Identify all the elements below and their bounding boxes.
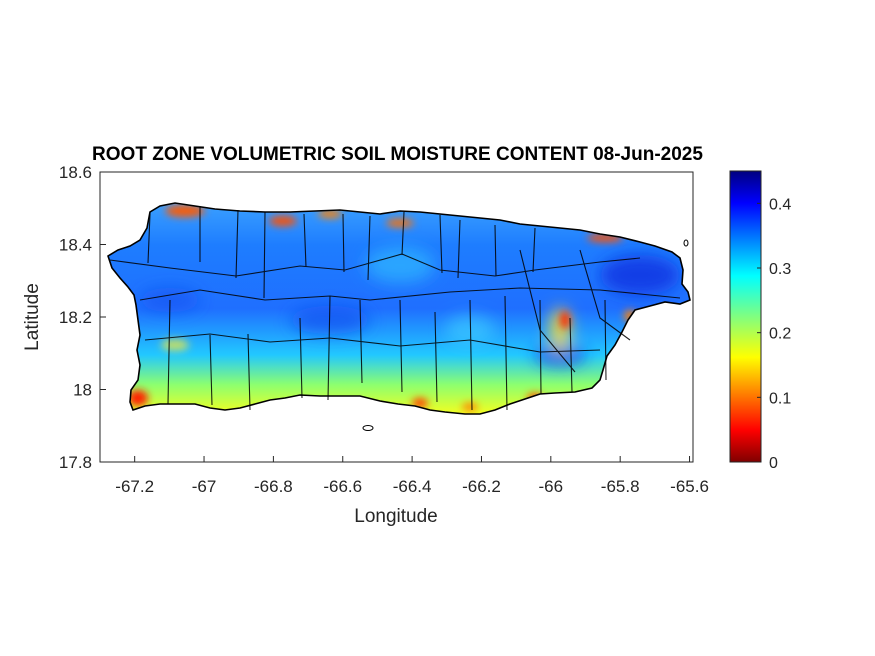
colorbar-tick-label: 0.1 [769, 390, 791, 407]
colorbar-tick-label: 0.3 [769, 261, 791, 278]
x-axis: -67.2 -67 -66.8 -66.6 -66.4 -66.2 -66 -65.8 -65.… [115, 456, 709, 496]
x-tick-label: -65.8 [601, 477, 640, 496]
colorbar-tick-label: 0.4 [769, 196, 791, 213]
y-tick-label: 18.6 [59, 163, 92, 182]
x-axis-label: Longitude [354, 506, 437, 527]
x-tick-label: -66.8 [254, 477, 293, 496]
culebra-islet [683, 239, 689, 247]
y-axis-label: Latitude [22, 283, 43, 351]
y-tick-label: 17.8 [59, 453, 92, 472]
x-tick-label: -66.2 [462, 477, 501, 496]
caja-de-muertos-islet [362, 425, 374, 431]
colorbar-tick-label: 0 [769, 455, 778, 472]
x-tick-label: -65.6 [670, 477, 709, 496]
y-axis: 18.6 18.4 18.2 18 17.8 [59, 163, 106, 472]
x-tick-label: -66.6 [323, 477, 362, 496]
x-tick-label: -67 [192, 477, 217, 496]
x-tick-label: -67.2 [115, 477, 154, 496]
x-tick-label: -66 [539, 477, 564, 496]
colorbar-tick-label: 0.2 [769, 326, 791, 343]
chart-title: ROOT ZONE VOLUMETRIC SOIL MOISTURE CONTE… [92, 144, 703, 165]
y-tick-label: 18.2 [59, 308, 92, 327]
municipal-boundaries [109, 206, 681, 411]
colorbar-ticks: 0.4 0.3 0.2 0.1 0 [757, 196, 791, 472]
y-tick-label: 18.4 [59, 236, 92, 255]
colorbar [729, 170, 762, 463]
y-tick-label: 18 [73, 381, 92, 400]
coastline [107, 202, 691, 415]
x-tick-label: -66.4 [393, 477, 432, 496]
